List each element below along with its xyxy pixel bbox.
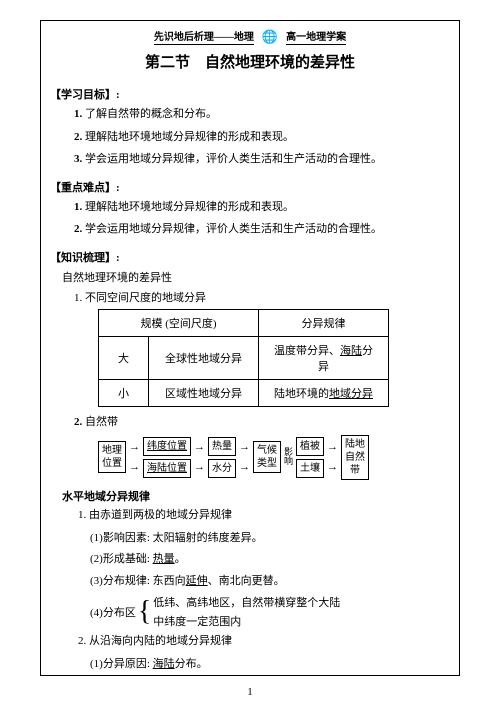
flow-arrows: →→ [194, 441, 205, 473]
section-objectives-head: 【学习目标】: [50, 86, 450, 102]
bracket-label: (4)分布区 [90, 604, 138, 620]
keypoint-text: 学会运用地域分异规律，评价人类生活和生产活动的合理性。 [85, 223, 382, 235]
page-number: 1 [0, 686, 500, 698]
knowledge-subtitle: 自然地理环境的差异性 [62, 269, 450, 285]
flow-box: 气候类型 [253, 441, 281, 473]
bracket-item: 中纬度一定范围内 [153, 613, 340, 629]
objective-item: 3. 学会运用地域分异规律，评价人类生活和生产活动的合理性。 [74, 151, 450, 169]
objective-text: 学会运用地域分异规律，评价人类生活和生产活动的合理性。 [85, 153, 382, 165]
table-cell: 全球性地域分异 [149, 336, 259, 379]
objective-item: 2. 理解陆地环境地域分异规律的形成和表现。 [74, 129, 450, 147]
page-header: 先识地后析理——地理 🌐 高一地理学案 [50, 28, 450, 45]
rule-sub-item: (1)影响因素: 太阳辐射的纬度差异。 [90, 530, 450, 548]
knowledge-point: 2. 自然带 [74, 413, 450, 429]
header-left: 先识地后析理——地理 [154, 28, 254, 45]
table-header: 规模 (空间尺度) [99, 309, 259, 336]
table-cell: 陆地环境的地域分异 [259, 379, 389, 406]
flow-label: 影响 [284, 448, 293, 468]
flow-box: 热量 [208, 437, 236, 456]
knowledge-point: 1. 不同空间尺度的地域分异 [74, 289, 450, 305]
flow-arrows: →→ [239, 441, 250, 473]
table-header-row: 规模 (空间尺度) 分异规律 [99, 309, 389, 336]
flow-arrows: →→ [327, 441, 338, 473]
bracket-group: (4)分布区 { 低纬、高纬地区，自然带横穿整个大陆 中纬度一定范围内 [90, 594, 450, 629]
flow-box: 陆地自然带 [341, 435, 369, 480]
section-keypoints-head: 【重点难点】: [50, 179, 450, 195]
table-header: 分异规律 [259, 309, 389, 336]
bracket-icon: { [138, 599, 151, 624]
rule-item: 2. 从沿海向内陆的地域分异规律 [78, 633, 450, 651]
keypoint-item: 1. 理解陆地环境地域分异规律的形成和表现。 [74, 199, 450, 217]
flow-box: 纬度位置 [143, 437, 191, 456]
flow-box: 地理位置 [98, 441, 126, 473]
header-right: 高一地理学案 [286, 28, 346, 45]
flow-box: 植被 [296, 437, 324, 456]
bracket-item: 低纬、高纬地区，自然带横穿整个大陆 [153, 594, 340, 610]
flow-box: 水分 [208, 459, 236, 478]
rule-sub-item: (2)形成基础: 热量。 [90, 551, 450, 569]
table-row: 大 全球性地域分异 温度带分异、海陆分异 [99, 336, 389, 379]
keypoint-item: 2. 学会运用地域分异规律，评价人类生活和生产活动的合理性。 [74, 221, 450, 239]
table-row: 小 区域性地域分异 陆地环境的地域分异 [99, 379, 389, 406]
flow-arrows: →→ [129, 441, 140, 473]
document-content: 先识地后析理——地理 🌐 高一地理学案 第二节 自然地理环境的差异性 【学习目标… [50, 28, 450, 678]
flow-box: 土壤 [296, 459, 324, 478]
objective-item: 1. 了解自然带的概念和分布。 [74, 106, 450, 124]
rule-sub-item: (3)分布规律: 东西向延伸、南北向更替。 [90, 573, 450, 591]
table-cell: 区域性地域分异 [149, 379, 259, 406]
table-cell: 大 [99, 336, 149, 379]
page-title: 第二节 自然地理环境的差异性 [50, 51, 450, 72]
rule-heading: 水平地域分异规律 [62, 488, 450, 504]
table-cell: 小 [99, 379, 149, 406]
scale-table: 规模 (空间尺度) 分异规律 大 全球性地域分异 温度带分异、海陆分异 小 区域… [98, 309, 389, 407]
flow-box: 海陆位置 [143, 459, 191, 478]
table-cell: 温度带分异、海陆分异 [259, 336, 389, 379]
rule-item: 1. 由赤道到两极的地域分异规律 [78, 507, 450, 525]
flowchart: 地理位置 →→ 纬度位置 海陆位置 →→ 热量 水分 →→ 气候类型 影响 植被… [98, 435, 450, 480]
section-knowledge-head: 【知识梳理】: [50, 249, 450, 265]
rule-sub-item: (1)分异原因: 海陆分布。 [90, 656, 450, 674]
globe-icon: 🌐 [262, 29, 278, 45]
objective-text: 理解陆地环境地域分异规律的形成和表现。 [85, 131, 294, 143]
keypoint-text: 理解陆地环境地域分异规律的形成和表现。 [85, 201, 294, 213]
objective-text: 了解自然带的概念和分布。 [85, 108, 217, 120]
